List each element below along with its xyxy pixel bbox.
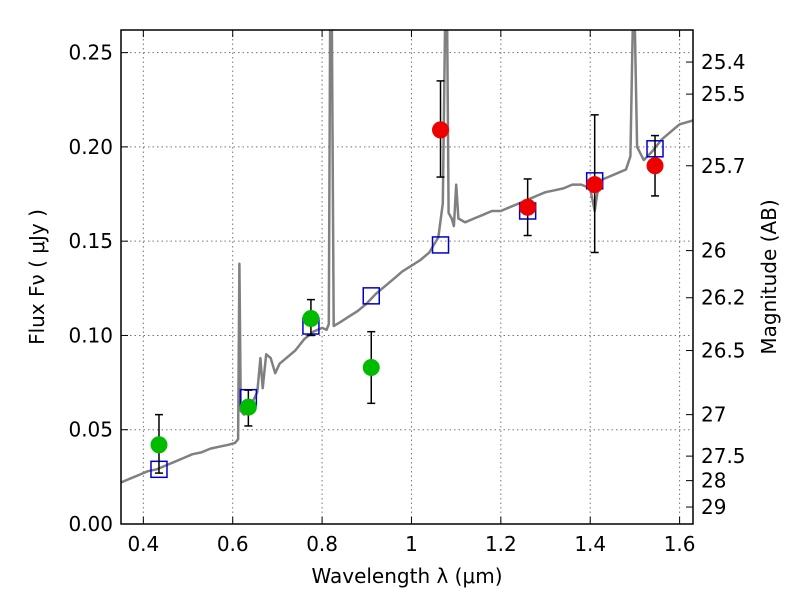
x-axis-label: Wavelength λ (μm) — [311, 564, 502, 588]
y-tick-label: 0.15 — [68, 229, 113, 253]
x-tick-label: 0.4 — [127, 532, 159, 556]
axis-ticks: 0.4 0.6 0.8 1 1.2 1.4 1.6 0.00 0.05 0.10 0.15 0.20 0… — [68, 30, 746, 556]
observed-flux-point — [519, 198, 537, 216]
observed-flux-point — [586, 176, 604, 194]
y2-tick-label: 26.5 — [701, 339, 746, 363]
y2-tick-label: 27.5 — [701, 444, 746, 468]
y-tick-label: 0.10 — [68, 323, 113, 347]
x-tick-label: 1 — [405, 532, 418, 556]
x-tick-label: 1.2 — [485, 532, 517, 556]
observed-flux-point — [302, 309, 320, 327]
y-axis-label: Flux Fν ( μJy ) — [25, 209, 49, 345]
observed-flux-point — [646, 157, 664, 175]
plot-frame — [120, 29, 694, 525]
model-flux-square — [431, 236, 450, 254]
x-tick-label: 0.6 — [217, 532, 249, 556]
y2-tick-label: 26.2 — [701, 286, 746, 310]
y-tick-label: 0.05 — [68, 418, 113, 442]
sed-model-line — [121, 30, 693, 484]
plot-area — [121, 30, 693, 484]
y-tick-label: 0.00 — [68, 512, 113, 536]
y2-axis-label: Magnitude (AB) — [757, 199, 781, 354]
x-tick-label: 0.8 — [306, 532, 338, 556]
y2-tick-label: 25.4 — [701, 50, 746, 74]
y2-tick-label: 26 — [701, 239, 726, 263]
x-tick-label: 1.4 — [574, 532, 606, 556]
y2-tick-label: 28 — [701, 469, 726, 493]
y-tick-label: 0.25 — [68, 41, 113, 65]
observed-flux-point — [239, 398, 257, 416]
observed-flux-point — [150, 436, 168, 454]
observed-flux-point — [362, 359, 380, 377]
model-flux-square — [362, 287, 380, 305]
observed-flux-point — [432, 121, 450, 139]
y2-tick-label: 25.5 — [701, 82, 746, 106]
y2-tick-label: 27 — [701, 403, 726, 427]
y2-tick-label: 25.7 — [701, 154, 746, 178]
y-tick-label: 0.20 — [68, 135, 113, 159]
y2-tick-label: 29 — [701, 495, 726, 519]
x-tick-label: 1.6 — [664, 532, 696, 556]
